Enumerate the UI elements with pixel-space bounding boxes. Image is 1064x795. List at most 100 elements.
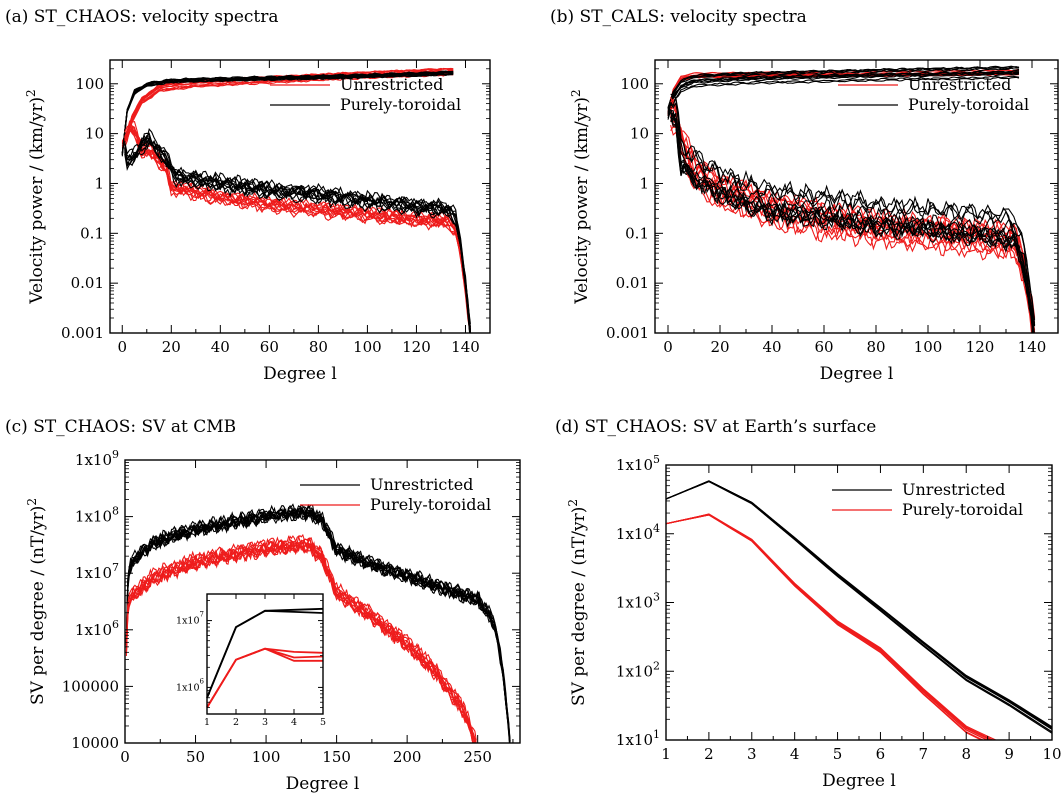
legend-label: Unrestricted	[902, 480, 1005, 499]
y-tick-label: 10	[85, 125, 104, 143]
y-tick-label: 0.01	[71, 274, 104, 292]
series-line-red	[124, 128, 471, 333]
series-line-black	[667, 73, 1020, 117]
series-line-red	[666, 514, 988, 740]
series-line-black	[667, 66, 1020, 109]
x-tick-label: 60	[814, 338, 833, 356]
y-axis-label: Velocity power / (km/yr)2	[569, 89, 592, 304]
x-tick-label: 100	[914, 338, 943, 356]
y-tick-label: 10	[630, 125, 649, 143]
series-line-black	[125, 507, 511, 743]
x-axis-label: Degree l	[820, 364, 894, 384]
series-line-black	[124, 139, 471, 333]
x-tick-label: 80	[866, 338, 885, 356]
legend-label: Purely-toroidal	[370, 495, 491, 514]
x-tick-label: 120	[402, 338, 431, 356]
y-tick-label: 1x107	[176, 611, 204, 627]
legend-label: Unrestricted	[908, 75, 1011, 94]
x-tick-label: 0	[117, 338, 127, 356]
series-line-black	[121, 71, 454, 154]
y-tick-label: 1x107	[75, 561, 119, 582]
x-tick-label: 80	[309, 338, 328, 356]
series-line-black	[667, 67, 1020, 111]
x-tick-label: 50	[186, 748, 205, 766]
x-tick-label: 100	[353, 338, 382, 356]
series-line-black	[124, 136, 471, 328]
y-tick-label: 0.1	[80, 224, 104, 242]
series-line-black	[667, 71, 1019, 115]
series-line-red	[666, 514, 989, 740]
y-tick-label: 10000	[71, 734, 119, 752]
series-lines	[121, 67, 471, 333]
x-tick-label: 250	[463, 748, 492, 766]
series-line-red	[124, 128, 471, 333]
y-tick-label: 0.01	[616, 274, 649, 292]
series-line-red	[124, 127, 471, 333]
series-line-red	[124, 125, 471, 333]
series-line-black	[670, 113, 1035, 333]
series-line-black	[670, 112, 1034, 333]
legend-label: Purely-toroidal	[902, 500, 1023, 519]
plot-frame	[124, 459, 521, 744]
series-line-red	[666, 514, 983, 740]
series-line-red	[125, 542, 474, 743]
panel-title: (b) ST_CALS: velocity spectra	[550, 7, 807, 27]
x-tick-label: 5	[320, 717, 326, 728]
y-axis-label: SV per degree / (nT/yr)2	[566, 499, 589, 706]
series-line-black	[667, 70, 1020, 113]
series-line-red	[124, 125, 471, 333]
x-tick-label: 7	[919, 745, 929, 763]
series-line-red	[666, 513, 992, 740]
series-line-red	[670, 124, 1033, 333]
series-lines	[667, 65, 1036, 333]
y-tick-label: 1x109	[75, 448, 119, 469]
y-tick-label: 1x104	[616, 522, 660, 543]
x-tick-label: 0	[120, 748, 130, 766]
y-tick-label: 1x102	[616, 659, 660, 680]
series-lines	[666, 480, 1052, 740]
x-tick-label: 20	[162, 338, 181, 356]
x-tick-label: 8	[961, 745, 971, 763]
x-tick-label: 150	[322, 748, 351, 766]
y-tick-label: 1x106	[176, 677, 205, 693]
plot-frame	[109, 59, 491, 334]
series-line-black	[124, 134, 471, 330]
x-tick-label: 40	[211, 338, 230, 356]
series-line-red	[124, 120, 471, 331]
x-tick-label: 140	[451, 338, 480, 356]
series-line-red	[124, 120, 471, 333]
y-axis-label: Velocity power / (km/yr)2	[24, 89, 47, 304]
x-axis-label: Degree l	[263, 364, 337, 384]
inset-panel: 1 2 3 4 5 1x106 1x107	[176, 593, 326, 728]
plot-frame	[654, 59, 1059, 334]
series-line-black	[124, 137, 471, 333]
x-axis-label: Degree l	[286, 774, 360, 794]
series-line-black	[124, 140, 471, 333]
y-tick-label: 100000	[62, 677, 119, 695]
panel-title: (d) ST_CHAOS: SV at Earth’s surface	[555, 417, 876, 437]
y-tick-label: 0.001	[61, 324, 104, 342]
x-tick-label: 100	[252, 748, 281, 766]
series-line-black	[124, 135, 471, 333]
series-line-black	[670, 93, 1036, 321]
x-tick-label: 5	[833, 745, 843, 763]
inset-line-red	[206, 647, 323, 708]
series-line-black	[666, 480, 1052, 733]
series-line-red	[124, 126, 471, 333]
x-tick-label: 1	[661, 745, 671, 763]
series-line-red	[124, 128, 471, 333]
x-tick-label: 3	[747, 745, 757, 763]
series-lines	[125, 503, 511, 743]
panel-c: (c) ST_CHAOS: SV at CMB 0 50 100 150 200 250 10…	[5, 417, 521, 794]
x-axis-label: Degree l	[822, 771, 896, 791]
y-tick-label: 1	[639, 174, 649, 192]
x-tick-label: 3	[262, 717, 268, 728]
legend-label: Unrestricted	[370, 475, 473, 494]
series-line-black	[124, 139, 471, 333]
panel-d: (d) ST_CHAOS: SV at Earth’s surface 1 2 3 4 5…	[555, 417, 1062, 791]
series-line-red	[666, 514, 985, 740]
legend-label: Unrestricted	[340, 75, 443, 94]
x-tick-label: 4	[790, 745, 800, 763]
inset-line-black	[206, 609, 324, 699]
